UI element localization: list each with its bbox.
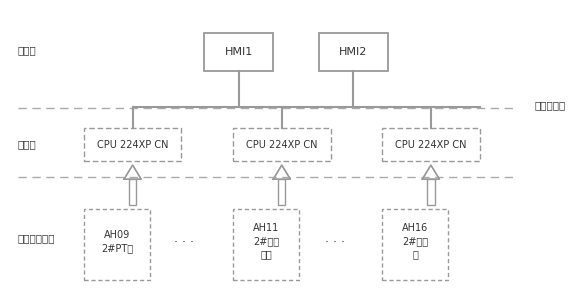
Text: 高低压开关柜: 高低压开关柜 [18,234,55,243]
Text: 工业以太网: 工业以太网 [534,100,566,110]
Bar [382,209,448,280]
Text: · · ·: · · · [174,236,194,250]
Text: HMI2: HMI2 [339,47,367,57]
Polygon shape [124,165,141,179]
Bar [129,179,136,205]
Text: 操作站: 操作站 [18,46,37,56]
Text: HMI1: HMI1 [225,47,253,57]
Bar [233,209,299,280]
Bar [319,33,388,71]
Bar [382,128,480,161]
Text: AH16
2#进线
柜: AH16 2#进线 柜 [402,223,428,260]
Bar [84,128,181,161]
Text: 控制器: 控制器 [18,140,37,150]
Bar [204,33,273,71]
Text: CPU 224XP CN: CPU 224XP CN [395,140,467,150]
Text: AH11
2#井下
供电: AH11 2#井下 供电 [253,223,279,260]
Text: CPU 224XP CN: CPU 224XP CN [97,140,168,150]
Bar [427,179,435,205]
Text: AH09
2#PT柜: AH09 2#PT柜 [101,230,133,253]
Polygon shape [273,165,290,179]
Bar [233,128,331,161]
Polygon shape [422,165,439,179]
Text: CPU 224XP CN: CPU 224XP CN [246,140,317,150]
Text: · · ·: · · · [324,236,344,250]
Bar [84,209,150,280]
Bar [278,179,286,205]
